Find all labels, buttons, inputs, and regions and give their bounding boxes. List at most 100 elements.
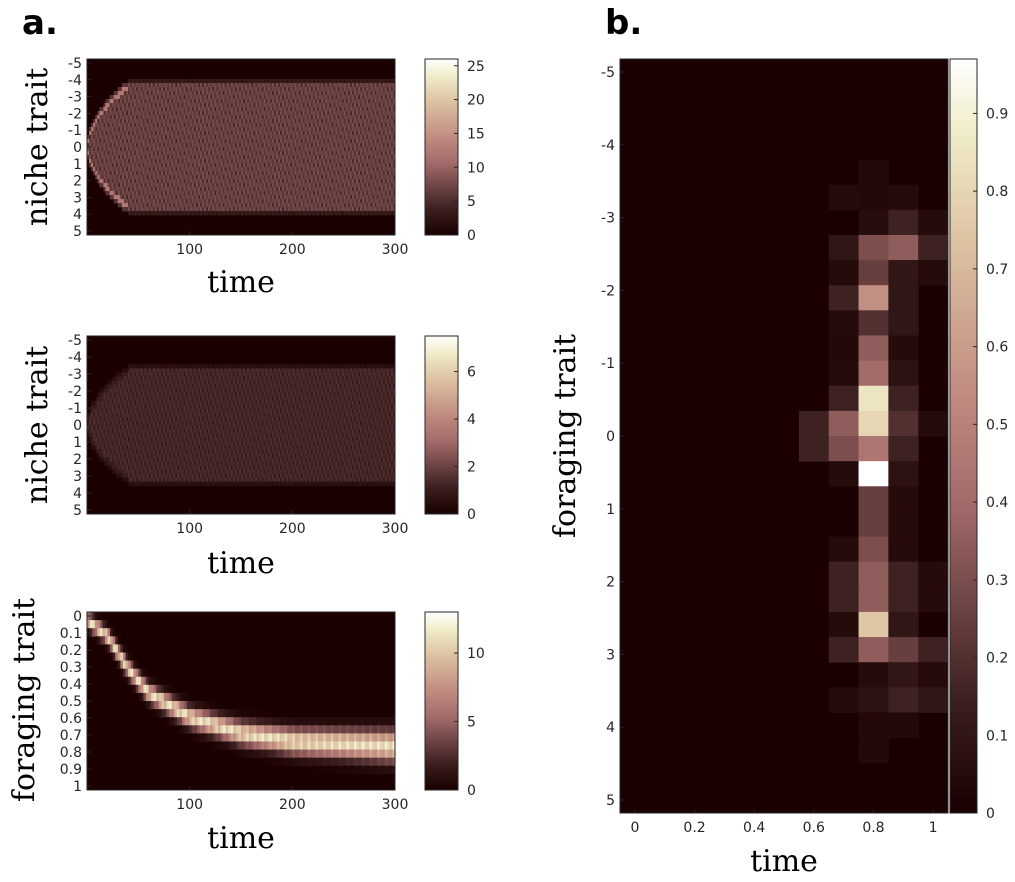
heatmap-cell — [253, 131, 256, 136]
heatmap-cell — [181, 91, 184, 96]
heatmap-cell — [204, 187, 207, 192]
heatmap-cell — [234, 159, 238, 164]
heatmap-cell — [183, 123, 186, 128]
heatmap-cell — [267, 179, 271, 184]
heatmap-cell — [134, 147, 137, 152]
heatmap-cell — [216, 139, 219, 144]
heatmap-cell — [154, 107, 158, 112]
heatmap-cell — [290, 187, 293, 192]
heatmap-cell — [228, 175, 232, 180]
heatmap-cell — [123, 159, 127, 164]
heatmap-cell — [368, 155, 371, 160]
heatmap-cell — [376, 139, 379, 144]
heatmap-cell — [206, 199, 209, 204]
heatmap-cell — [234, 187, 238, 192]
heatmap-cell — [306, 207, 310, 212]
heatmap-cell — [314, 119, 318, 124]
heatmap-cell — [290, 203, 293, 208]
heatmap-cell — [212, 147, 215, 152]
heatmap-cell — [337, 111, 340, 116]
heatmap-cell — [111, 127, 115, 132]
heatmap-cell — [319, 191, 322, 196]
heatmap-cell — [226, 171, 230, 176]
heatmap-cell — [325, 155, 328, 160]
heatmap-cell — [255, 147, 258, 152]
heatmap-cell — [286, 195, 289, 200]
heatmap-cell — [160, 199, 164, 204]
heatmap-cell — [228, 159, 232, 164]
heatmap-cell — [212, 135, 215, 140]
heatmap-cell — [388, 83, 392, 88]
heatmap-cell — [181, 187, 184, 192]
heatmap-cell — [374, 95, 377, 100]
heatmap-cell — [130, 87, 133, 92]
heatmap-cell — [109, 191, 113, 196]
heatmap-cell — [130, 123, 133, 128]
heatmap-cell — [91, 143, 94, 148]
heatmap-cell — [152, 167, 156, 172]
heatmap-cell — [267, 135, 271, 140]
heatmap-cell — [302, 211, 306, 216]
heatmap-cell — [132, 95, 135, 100]
heatmap-cell — [263, 95, 267, 100]
heatmap-cell — [345, 111, 349, 116]
heatmap-cell — [109, 143, 113, 148]
heatmap-cell — [169, 199, 172, 204]
heatmap-cell — [329, 119, 332, 124]
heatmap-cell — [171, 131, 174, 136]
heatmap-cell — [158, 83, 162, 88]
heatmap-cell — [185, 159, 189, 164]
heatmap-cell — [91, 429, 94, 434]
heatmap-cell — [232, 91, 236, 96]
heatmap-cell — [111, 147, 115, 152]
heatmap-cell — [339, 103, 343, 108]
heatmap-cell — [323, 91, 326, 96]
heatmap-cell — [280, 167, 283, 172]
heatmap-cell — [179, 139, 182, 144]
heatmap-cell — [390, 151, 394, 156]
heatmap-cell — [148, 115, 152, 120]
heatmap-cell — [273, 175, 277, 180]
heatmap-cell — [142, 207, 145, 212]
heatmap-cell — [376, 151, 379, 156]
heatmap-cell — [220, 91, 223, 96]
heatmap-cell — [275, 83, 279, 88]
heatmap-cell — [189, 135, 193, 140]
heatmap-cell — [234, 151, 238, 156]
heatmap-cell — [189, 143, 193, 148]
heatmap-cell — [134, 155, 137, 160]
heatmap-cell — [185, 79, 189, 84]
heatmap-cell — [312, 147, 316, 152]
heatmap-cell — [177, 107, 180, 112]
heatmap-cell — [162, 207, 166, 212]
heatmap-cell — [323, 179, 326, 184]
heatmap-cell — [158, 179, 162, 184]
heatmap-cell — [269, 175, 273, 180]
heatmap-cell — [158, 183, 162, 188]
heatmap-cell — [284, 163, 287, 168]
heatmap-cell — [234, 155, 238, 160]
heatmap-cell — [95, 143, 98, 148]
heatmap-cell — [181, 99, 184, 104]
heatmap-cell — [374, 143, 377, 148]
heatmap-cell — [364, 187, 367, 192]
heatmap-cell — [156, 79, 160, 84]
heatmap-cell — [253, 91, 256, 96]
heatmap-cell — [351, 167, 355, 172]
heatmap-cell — [380, 163, 384, 168]
heatmap-cell — [382, 79, 386, 84]
heatmap-cell — [280, 155, 283, 160]
heatmap-cell — [222, 107, 225, 112]
heatmap-cell — [183, 211, 186, 216]
heatmap-cell — [362, 179, 365, 184]
heatmap-cell — [308, 155, 312, 160]
heatmap-cell — [302, 207, 306, 212]
heatmap-cell — [138, 143, 141, 148]
heatmap-cell — [123, 155, 127, 160]
heatmap-cell — [152, 211, 156, 216]
heatmap-cell — [284, 99, 287, 104]
heatmap-cell — [319, 155, 322, 160]
heatmap-cell — [310, 199, 314, 204]
heatmap-cell — [121, 183, 125, 188]
heatmap-cell — [140, 211, 143, 216]
